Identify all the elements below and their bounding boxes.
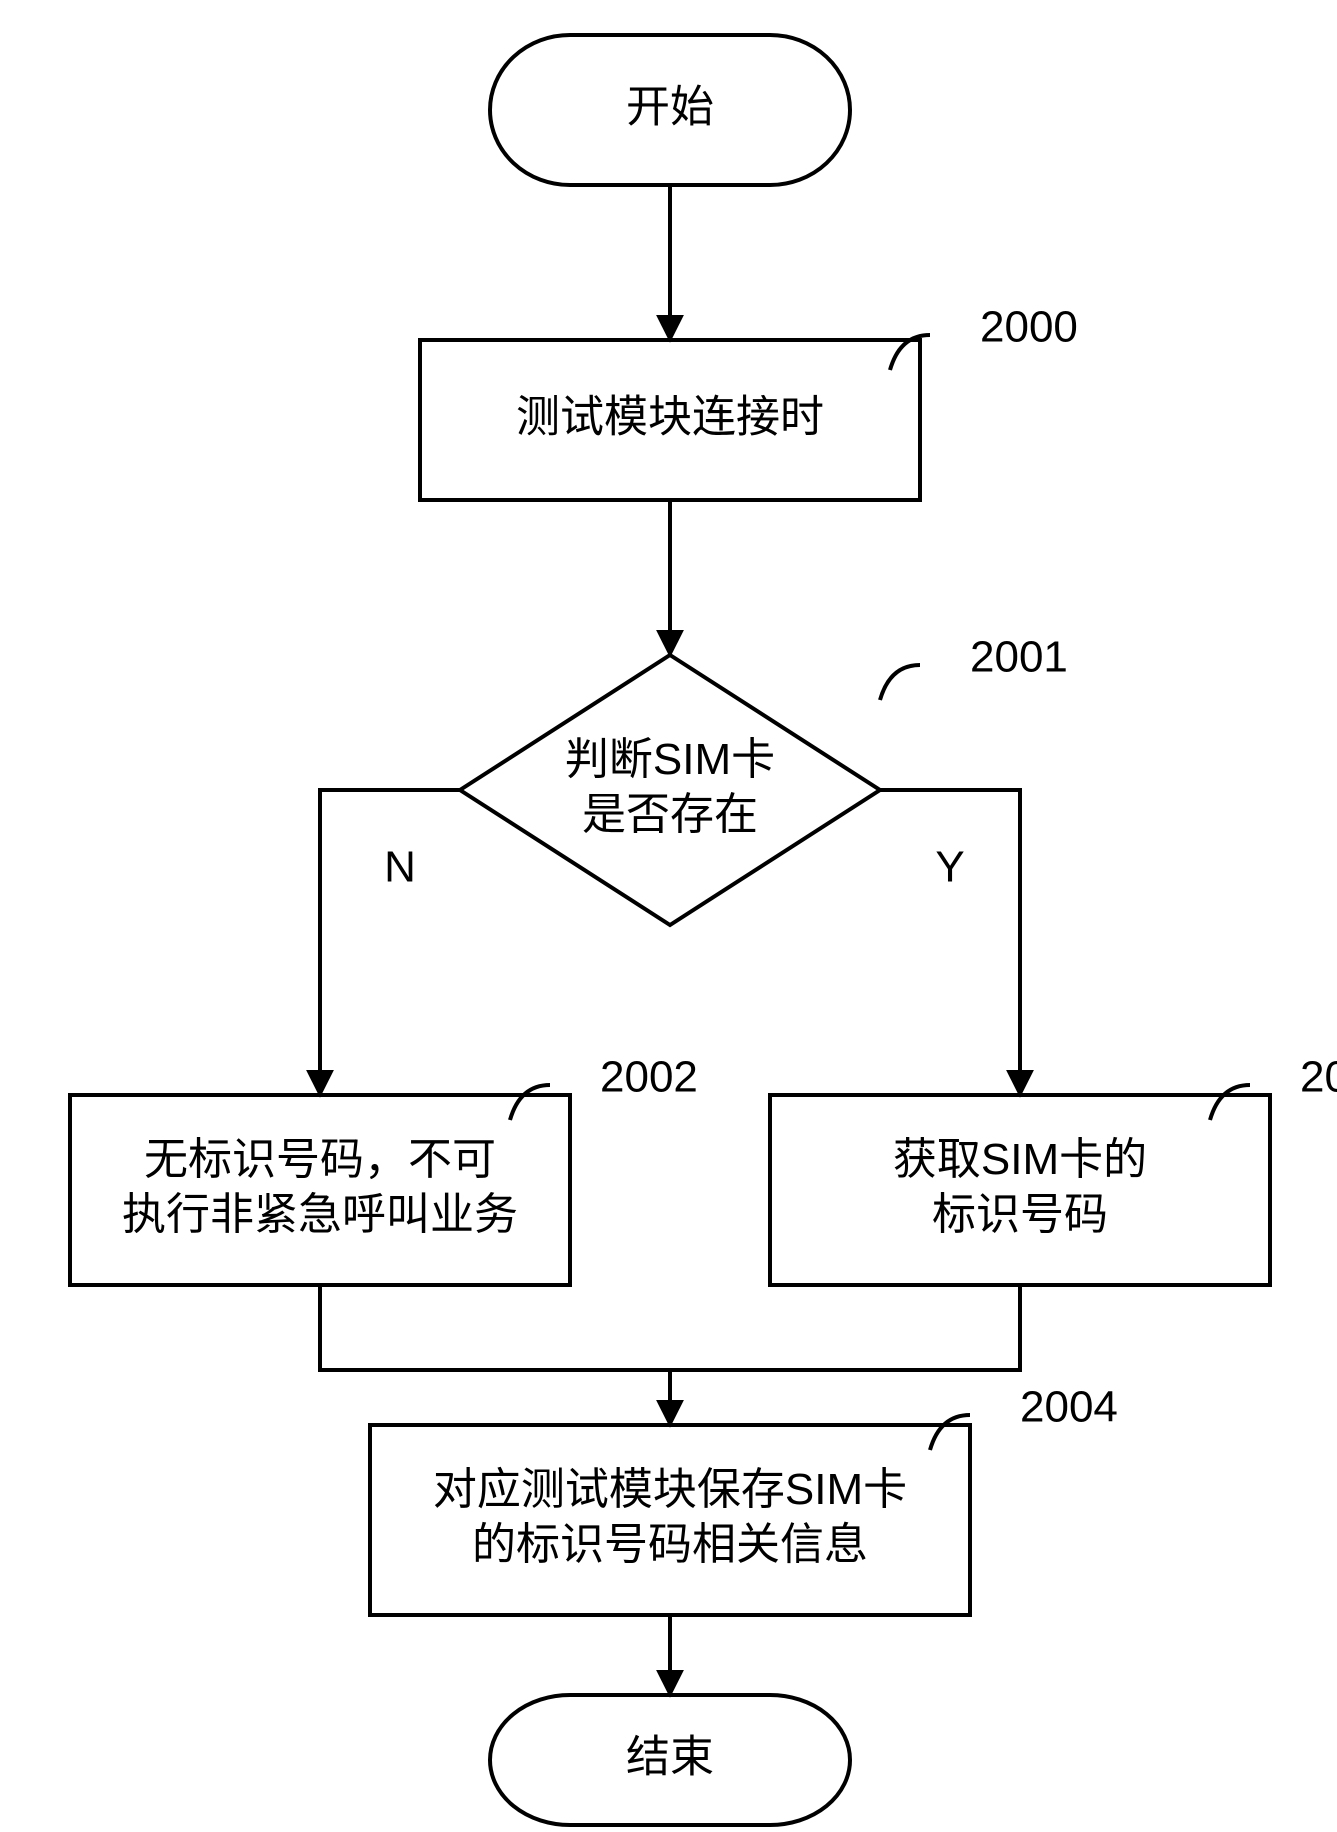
node-label-line: 获取SIM卡的 [893, 1135, 1147, 1184]
edge [320, 1285, 670, 1370]
edge [880, 790, 1020, 1095]
edge [320, 790, 460, 1095]
step-tag: 2000 [980, 303, 1078, 352]
edge [670, 1285, 1020, 1370]
node-label-line: 对应测试模块保存SIM卡 [433, 1465, 907, 1514]
node-label-line: 无标识号码，不可 [144, 1135, 496, 1184]
node-label-line: 判断SIM卡 [565, 735, 775, 784]
node-label-line: 开始 [626, 83, 714, 132]
node-label-line: 测试模块连接时 [516, 393, 824, 442]
edge-label: Y [935, 843, 964, 892]
step-tag: 2002 [600, 1053, 698, 1102]
edge-label: N [384, 843, 416, 892]
step-tag: 2001 [970, 633, 1068, 682]
step-tag: 2004 [1020, 1383, 1118, 1432]
node-label-line: 标识号码 [932, 1190, 1108, 1239]
node-label-line: 结束 [626, 1733, 714, 1782]
node-label-line: 执行非紧急呼叫业务 [122, 1190, 518, 1239]
node-label-line: 的标识号码相关信息 [472, 1520, 868, 1569]
step-tag: 2003 [1300, 1053, 1337, 1102]
node-label-line: 是否存在 [582, 790, 758, 839]
